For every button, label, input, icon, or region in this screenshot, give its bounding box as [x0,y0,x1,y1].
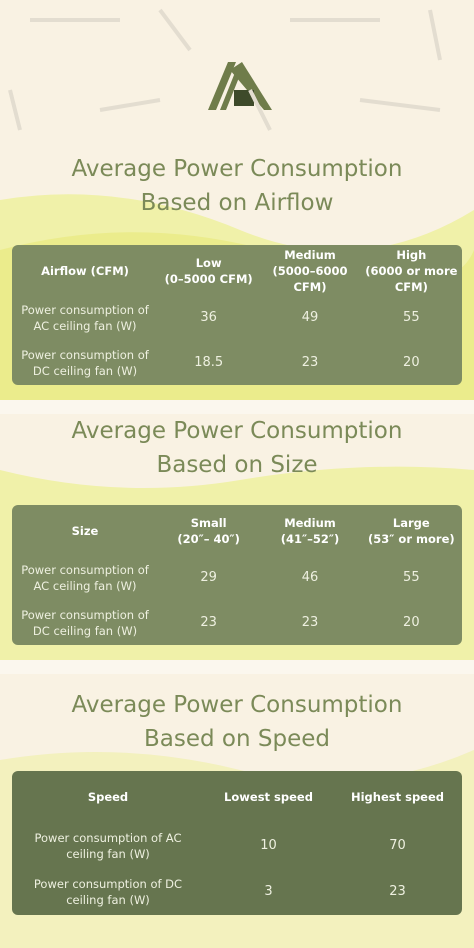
section-title: Average Power Consumption Based on Airflo… [0,152,474,220]
row-label: Power consumption of DC ceiling fan (W) [33,877,183,908]
header-line: Lowest speed [224,790,313,805]
value-cell: 23 [200,614,217,630]
row-label: Power consumption of AC ceiling fan (W) [21,563,149,594]
title-line: Average Power Consumption [71,156,403,182]
header-line: Speed [87,790,129,805]
value-cell: 3 [264,884,273,900]
row-label: Power consumption of DC ceiling fan (W) [21,607,149,638]
header-line: (6000 or more CFM) [365,263,458,294]
header-line: Airflow (CFM) [41,263,129,278]
value-cell: 20 [403,354,420,370]
header-line: Size [71,523,99,538]
header-line: High [396,247,427,262]
header-cell: Medium (5000–6000 CFM) [259,245,360,296]
value-cell: 55 [403,310,420,326]
row-label: Power consumption of AC ceiling fan (W) [21,303,149,334]
header-cell: Speed [12,771,204,824]
value-cell: 70 [389,838,406,854]
header-line: (0–5000 CFM) [164,271,253,286]
header-cell: Lowest speed [204,771,333,824]
data-table: Size Small (20″– 40″) Medium (41″–52″) Large(… [12,505,462,645]
header-cell: Highest speed [333,771,462,824]
header-cell: Airflow (CFM) [12,245,158,296]
value-cell: 10 [260,838,277,854]
header-line: Medium [284,247,336,262]
value-cell: 23 [301,614,319,630]
header-line: (53″ or more) [368,531,455,546]
title-line: Average Power Consumption [71,418,403,444]
value-cell: 23 [389,884,406,900]
value-cell: 23 [301,354,319,370]
header-cell: Small (20″– 40″) [158,505,259,556]
title-line: Based on Speed [144,726,330,752]
value-cell: 46 [301,570,319,586]
value-cell: 49 [301,310,319,326]
header-line: (41″–52″) [280,531,340,546]
header-cell: High (6000 or more CFM) [361,245,462,296]
data-table: Airflow (CFM) Low (0–5000 CFM) Medium (5000–… [12,245,462,385]
header-line: (20″– 40″) [177,531,240,546]
header-line: Small [190,515,227,530]
title-line: Based on Size [156,452,318,478]
header-cell: Large (53″ or more) [361,505,462,556]
value-cell: 29 [200,570,217,586]
value-cell: 20 [403,614,420,630]
header-line: Low [195,255,222,270]
section-title: Average Power Consumption Based on Size [0,414,474,482]
header-line: Highest speed [350,790,445,805]
header-cell: Low (0–5000 CFM) [158,245,259,296]
header-line: (5000–6000 CFM) [272,263,348,294]
header-line: Large [392,515,430,530]
data-table: Speed Lowest speed Highest speed Power cons… [12,771,462,915]
title-line: Based on Airflow [140,190,334,216]
row-label: Power consumption of AC ceiling fan (W) [34,831,182,862]
header-cell: Medium (41″–52″) [259,505,360,556]
value-cell: 36 [200,310,217,326]
value-cell: 55 [403,570,420,586]
header-line: Medium [284,515,336,530]
section-title: Average Power Consumption Based on Speed [0,688,474,756]
title-line: Average Power Consumption [71,692,403,718]
value-cell: 18.5 [194,354,224,370]
header-cell: Size [12,505,158,556]
row-label: Power consumption of DC ceiling fan (W) [21,347,149,378]
